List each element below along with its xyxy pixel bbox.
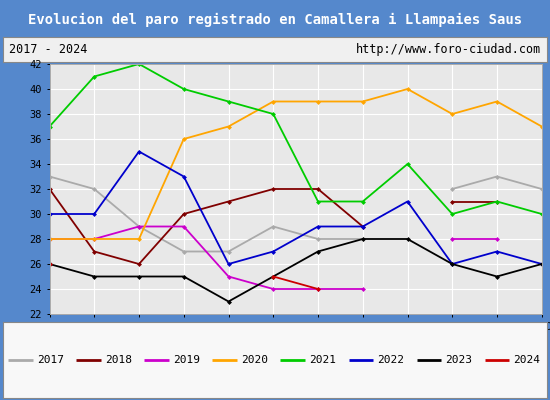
Text: 2020: 2020 bbox=[241, 355, 268, 365]
Text: 2017 - 2024: 2017 - 2024 bbox=[9, 43, 87, 56]
Text: 2017: 2017 bbox=[37, 355, 64, 365]
Text: 2021: 2021 bbox=[309, 355, 336, 365]
Text: 2019: 2019 bbox=[173, 355, 200, 365]
Text: 2022: 2022 bbox=[377, 355, 404, 365]
Text: 2018: 2018 bbox=[105, 355, 132, 365]
Text: 2023: 2023 bbox=[446, 355, 472, 365]
Text: http://www.foro-ciudad.com: http://www.foro-ciudad.com bbox=[355, 43, 541, 56]
Text: 2024: 2024 bbox=[514, 355, 541, 365]
Text: Evolucion del paro registrado en Camallera i Llampaies Saus: Evolucion del paro registrado en Camalle… bbox=[28, 13, 522, 28]
